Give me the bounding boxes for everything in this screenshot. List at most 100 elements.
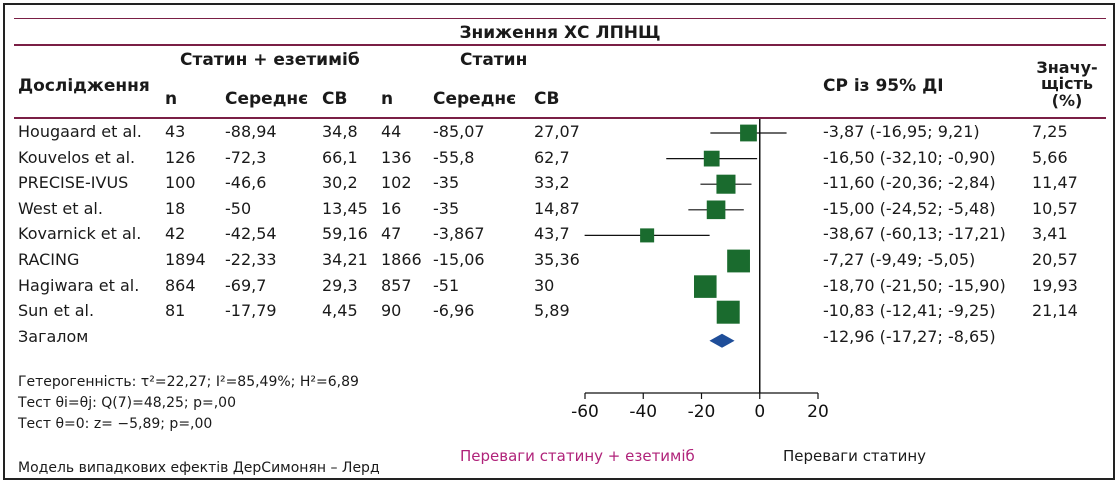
- q-test-text: Тест θi=θj: Q(7)=48,25; p=,00: [18, 395, 236, 411]
- heterogeneity-text: Гетерогенність: τ²=22,27; I²=85,49%; H²=…: [18, 374, 359, 390]
- x-tick-label: 0: [754, 402, 765, 422]
- title-rule: [14, 44, 1106, 46]
- cell-mean1: -17,79: [225, 301, 277, 321]
- cell-ci_text: -7,27 (-9,49; -5,05): [823, 250, 976, 269]
- col-ci-header: СР із 95% ДІ: [823, 76, 944, 96]
- cell-sd2: 5,89: [534, 301, 570, 321]
- cell-mean2: -35: [433, 198, 460, 218]
- cell-sd1: 30,2: [322, 173, 358, 193]
- cell-name: Hagiwara et al.: [18, 275, 140, 295]
- cell-ci_text: -11,60 (-20,36; -2,84): [823, 173, 996, 193]
- cell-weight_text: 3,41: [1032, 224, 1068, 244]
- cell-n2: 1866: [381, 250, 422, 269]
- col-n2-header: n: [381, 89, 394, 109]
- cell-n2: 102: [381, 173, 412, 193]
- cell-sd2: 27,07: [534, 122, 580, 141]
- cell-name: Sun et al.: [18, 301, 95, 321]
- cell-ci_text: -10,83 (-12,41; -9,25): [823, 301, 996, 321]
- cell-sd1: 4,45: [322, 301, 358, 321]
- cell-mean2: -3,867: [433, 224, 485, 244]
- cell-mean2: -51: [433, 275, 460, 295]
- col-sd1-header: СВ: [322, 89, 348, 109]
- cell-name: PRECISE-IVUS: [18, 173, 129, 193]
- cell-name: Hougaard et al.: [18, 122, 142, 141]
- study-marker: [740, 124, 757, 142]
- x-tick-label: -20: [688, 402, 716, 422]
- col-weight-header-line1: Значу-: [1036, 58, 1098, 77]
- cell-ci_text: -16,50 (-32,10; -0,90): [823, 147, 996, 167]
- cell-mean2: -15,06: [433, 250, 485, 269]
- cell-name: West et al.: [18, 198, 103, 218]
- study-marker: [706, 200, 726, 220]
- cell-weight_text: 5,66: [1032, 147, 1068, 167]
- model-text: Модель випадкових ефектів ДерСимонян – Л…: [18, 460, 380, 476]
- cell-mean1: -22,33: [225, 250, 277, 269]
- cell-sd1: 66,1: [322, 147, 358, 167]
- cell-n2: 136: [381, 147, 412, 167]
- favors-right-label: Переваги статину: [783, 447, 927, 465]
- cell-mean1: -69,7: [225, 275, 267, 295]
- overall-ci-text: -12,96 (-17,27; -8,65): [823, 327, 996, 346]
- header-rule: [14, 117, 1106, 119]
- chart-frame: [3, 3, 1115, 480]
- cell-mean2: -35: [433, 173, 460, 193]
- cell-n1: 81: [165, 301, 186, 321]
- cell-n1: 100: [165, 173, 196, 193]
- cell-n1: 1894: [165, 250, 206, 269]
- cell-sd2: 14,87: [534, 198, 580, 218]
- cell-mean2: -6,96: [433, 301, 475, 321]
- cell-weight_text: 20,57: [1032, 250, 1078, 269]
- cell-mean1: -42,54: [225, 224, 277, 244]
- overall-diamond: [709, 333, 735, 348]
- study-marker: [640, 228, 655, 243]
- cell-n1: 18: [165, 198, 186, 218]
- cell-sd2: 30: [534, 275, 555, 295]
- cell-weight_text: 10,57: [1032, 198, 1078, 218]
- cell-mean1: -88,94: [225, 122, 277, 141]
- cell-ci_text: -15,00 (-24,52; -5,48): [823, 198, 996, 218]
- study-marker: [716, 300, 740, 324]
- col-study-header: Дослідження: [18, 76, 150, 96]
- cell-sd1: 59,16: [322, 224, 368, 244]
- cell-sd1: 29,3: [322, 275, 358, 295]
- col-n1-header: n: [165, 89, 178, 109]
- cell-name: RACING: [18, 250, 80, 269]
- cell-mean1: -72,3: [225, 147, 267, 167]
- cell-name: Kovarnick et al.: [18, 224, 142, 244]
- x-tick-label: -40: [629, 402, 657, 422]
- group-a-label: Статин + езетиміб: [180, 50, 360, 70]
- study-marker: [703, 150, 720, 167]
- col-mean2-header: Середнє: [433, 89, 517, 109]
- cell-n1: 864: [165, 275, 196, 295]
- cell-n2: 47: [381, 224, 402, 244]
- cell-sd2: 62,7: [534, 147, 570, 167]
- col-mean1-header: Середнє: [225, 89, 309, 109]
- cell-weight_text: 19,93: [1032, 275, 1078, 295]
- cell-weight_text: 11,47: [1032, 173, 1078, 193]
- col-weight-header-line3: (%): [1051, 91, 1083, 110]
- x-tick-label: -60: [571, 402, 599, 422]
- cell-mean2: -85,07: [433, 122, 485, 141]
- z-test-text: Тест θ=0: z= −5,89; p=,00: [18, 416, 213, 432]
- cell-sd1: 34,21: [322, 250, 368, 269]
- col-sd2-header: СВ: [534, 89, 560, 109]
- cell-ci_text: -38,67 (-60,13; -17,21): [823, 224, 1006, 244]
- cell-sd2: 35,36: [534, 250, 580, 269]
- cell-n2: 857: [381, 275, 412, 295]
- cell-n1: 126: [165, 147, 196, 167]
- cell-n2: 44: [381, 122, 402, 141]
- cell-sd1: 13,45: [322, 198, 368, 218]
- cell-mean2: -55,8: [433, 147, 475, 167]
- cell-n2: 90: [381, 301, 402, 321]
- col-weight-header-line2: щість: [1040, 74, 1094, 93]
- cell-sd2: 33,2: [534, 173, 570, 193]
- cell-ci_text: -18,70 (-21,50; -15,90): [823, 275, 1006, 295]
- overall-label: Загалом: [18, 327, 89, 346]
- cell-n1: 42: [165, 224, 186, 244]
- study-marker: [727, 249, 750, 273]
- cell-weight_text: 7,25: [1032, 122, 1068, 141]
- cell-ci_text: -3,87 (-16,95; 9,21): [823, 122, 980, 141]
- cell-name: Kouvelos et al.: [18, 147, 136, 167]
- study-marker: [694, 275, 717, 298]
